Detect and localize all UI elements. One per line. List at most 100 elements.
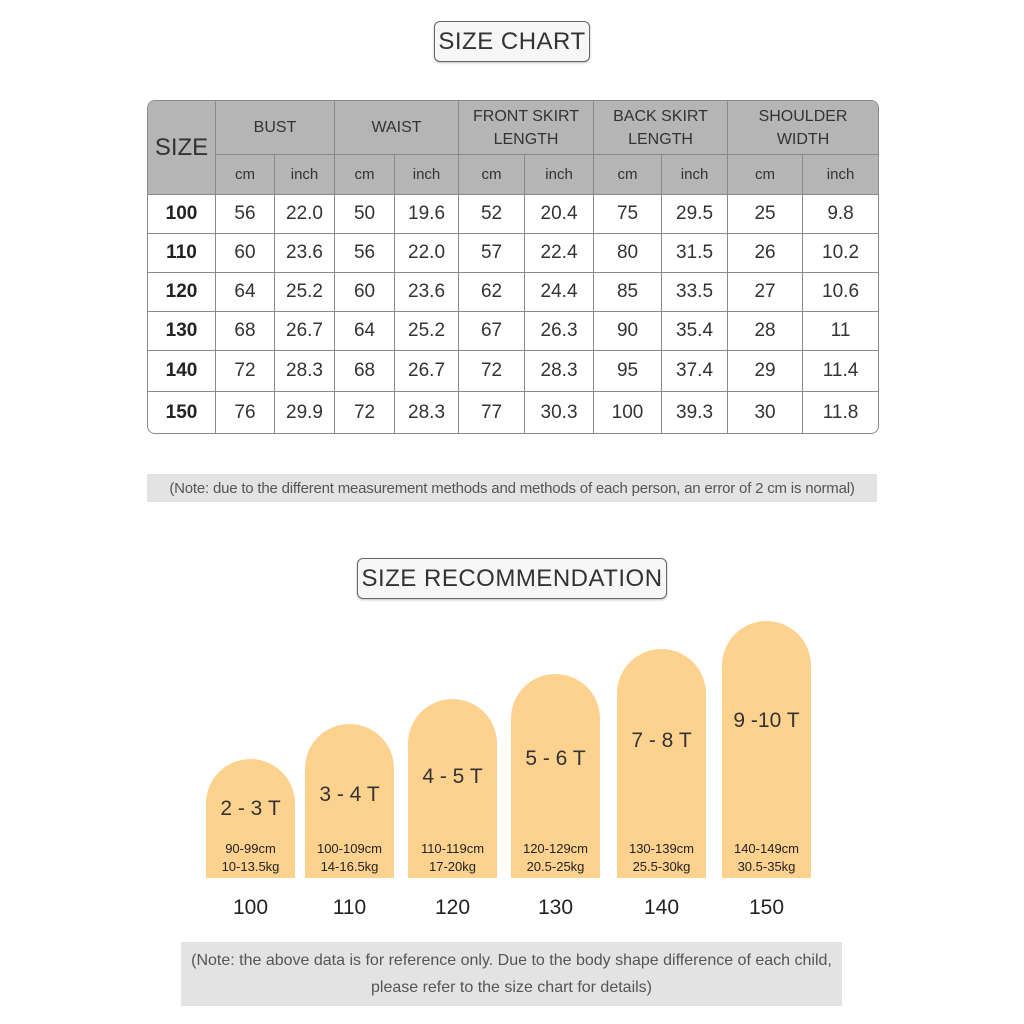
size-recommendation-title: SIZE RECOMMENDATION (357, 558, 667, 599)
measurement-cell: 28.3 (275, 351, 336, 392)
measurement-cell: 72 (459, 351, 526, 392)
unit-cm-header: cm (594, 155, 663, 195)
measurement-cell: 60 (216, 234, 275, 273)
measurement-cell: 22.4 (525, 234, 595, 273)
measurement-cell: 26.7 (275, 312, 336, 351)
size-cell: 130 (148, 312, 216, 351)
measurement-cell: 35.4 (662, 312, 729, 351)
measurement-cell: 23.6 (275, 234, 336, 273)
measurement-cell: 27 (728, 273, 804, 312)
recommendation-bar: 2 - 3 T 90-99cm 10-13.5kg (206, 759, 295, 878)
measurement-cell: 10.6 (803, 273, 879, 312)
measurement-cell: 10.2 (803, 234, 879, 273)
measurement-cell: 11 (803, 312, 879, 351)
size-cell: 150 (148, 392, 216, 433)
measurement-cell: 22.0 (395, 234, 460, 273)
size-label: 110 (332, 896, 367, 919)
table-row: 140 72 28.3 68 26.7 72 28.3 95 37.4 29 11.4 (148, 351, 879, 392)
measurement-cell: 30 (728, 392, 804, 433)
age-label: 2 - 3 T (220, 797, 281, 820)
age-label: 5 - 6 T (525, 747, 586, 770)
measurement-cell: 28 (728, 312, 804, 351)
height-range: 90-99cm (225, 841, 276, 856)
waist-header: WAIST (335, 101, 460, 155)
size-cell: 140 (148, 351, 216, 392)
measurement-cell: 60 (335, 273, 396, 312)
measurement-cell: 67 (459, 312, 526, 351)
measurement-cell: 50 (335, 195, 396, 234)
measurement-cell: 72 (335, 392, 396, 433)
height-weight-info: 110-119cm 17-20kg (398, 840, 507, 876)
recommendation-bar: 9 -10 T 140-149cm 30.5-35kg (722, 621, 811, 878)
reference-note-line2: please refer to the size chart for detai… (370, 979, 653, 996)
measurement-cell: 28.3 (525, 351, 595, 392)
unit-cm-header: cm (216, 155, 275, 195)
unit-inch-header: inch (662, 155, 729, 195)
measurement-cell: 100 (594, 392, 663, 433)
size-label: 140 (643, 896, 680, 919)
measurement-cell: 80 (594, 234, 663, 273)
recommendation-bar: 5 - 6 T 120-129cm 20.5-25kg (511, 674, 600, 878)
measurement-cell: 23.6 (395, 273, 460, 312)
size-label: 100 (232, 896, 269, 919)
weight-range: 20.5-25kg (526, 859, 585, 874)
measurement-cell: 64 (335, 312, 396, 351)
bust-header: BUST (216, 101, 336, 155)
table-row: 150 76 29.9 72 28.3 77 30.3 100 39.3 30 11.8 (148, 392, 878, 433)
unit-inch-header: inch (803, 155, 879, 195)
back-skirt-length-header: BACK SKIRT LENGTH (594, 101, 729, 155)
unit-inch-header: inch (275, 155, 336, 195)
weight-range: 10-13.5kg (221, 859, 280, 874)
measurement-cell: 25.2 (275, 273, 336, 312)
age-label: 4 - 5 T (422, 765, 483, 788)
measurement-cell: 72 (216, 351, 275, 392)
measurement-cell: 25 (728, 195, 804, 234)
size-chart-title: SIZE CHART (434, 21, 590, 62)
recommendation-bar: 4 - 5 T 110-119cm 17-20kg (408, 699, 497, 878)
size-cell: 100 (148, 195, 216, 234)
measurement-cell: 20.4 (525, 195, 595, 234)
height-weight-info: 120-129cm 20.5-25kg (501, 840, 610, 876)
table-row: 130 68 26.7 64 25.2 67 26.3 90 35.4 28 11 (148, 312, 879, 351)
weight-range: 30.5-35kg (737, 859, 796, 874)
height-range: 120-129cm (522, 841, 589, 856)
measurement-cell: 29 (728, 351, 804, 392)
unit-inch-header: inch (395, 155, 460, 195)
measurement-cell: 30.3 (525, 392, 595, 433)
table-row: 120 64 25.2 60 23.6 62 24.4 85 33.5 27 10.6 (148, 273, 879, 312)
recommendation-bar: 7 - 8 T 130-139cm 25.5-30kg (617, 649, 706, 878)
measurement-cell: 62 (459, 273, 526, 312)
weight-range: 25.5-30kg (632, 859, 691, 874)
measurement-cell: 29.5 (662, 195, 729, 234)
measurement-cell: 39.3 (662, 392, 729, 433)
weight-range: 14-16.5kg (320, 859, 379, 874)
height-range: 100-109cm (316, 841, 383, 856)
measurement-cell: 56 (216, 195, 275, 234)
measurement-cell: 29.9 (275, 392, 336, 433)
measurement-cell: 28.3 (395, 392, 460, 433)
height-weight-info: 140-149cm 30.5-35kg (712, 840, 821, 876)
measurement-cell: 64 (216, 273, 275, 312)
unit-cm-header: cm (459, 155, 526, 195)
measurement-cell: 52 (459, 195, 526, 234)
measurement-cell: 95 (594, 351, 663, 392)
measurement-cell: 68 (335, 351, 396, 392)
measurement-cell: 26 (728, 234, 804, 273)
size-chart-table: SIZE BUST WAIST FRONT SKIRT LENGTH BACK S… (147, 100, 880, 434)
size-label: 130 (537, 896, 574, 919)
measurement-cell: 56 (335, 234, 396, 273)
size-cell: 120 (148, 273, 216, 312)
measurement-cell: 19.6 (395, 195, 460, 234)
table-row: 110 60 23.6 56 22.0 57 22.4 80 31.5 26 10.2 (148, 234, 879, 273)
size-column-header: SIZE (148, 101, 216, 195)
measurement-cell: 75 (594, 195, 663, 234)
measurement-cell: 9.8 (803, 195, 879, 234)
measurement-cell: 22.0 (275, 195, 336, 234)
size-label: 150 (748, 896, 785, 919)
measurement-note: (Note: due to the different measurement … (147, 474, 877, 502)
measurement-cell: 31.5 (662, 234, 729, 273)
recommendation-bar: 3 - 4 T 100-109cm 14-16.5kg (305, 724, 394, 878)
reference-note: (Note: the above data is for reference o… (181, 942, 842, 1006)
weight-range: 17-20kg (429, 859, 476, 874)
height-range: 140-149cm (733, 841, 800, 856)
